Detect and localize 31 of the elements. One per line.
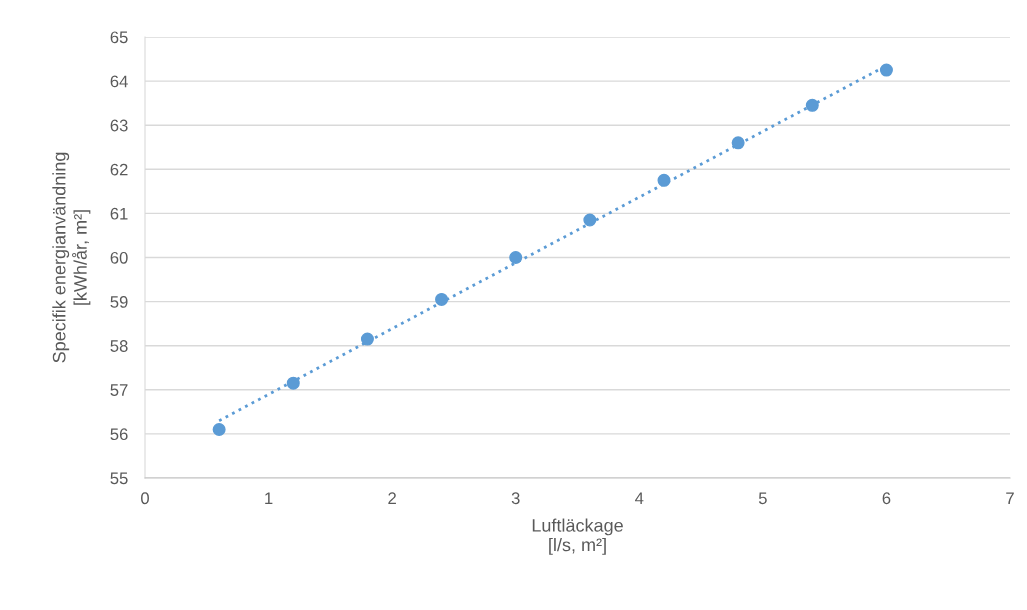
x-tick-label: 1: [265, 492, 273, 504]
y-tick-label: 60: [110, 251, 128, 264]
y-tick-label: 65: [110, 31, 128, 44]
y-tick-label: 55: [110, 472, 128, 485]
point: [509, 250, 523, 265]
x-tick-label: 2: [388, 492, 396, 504]
point: [583, 213, 597, 227]
y-tick-label: 56: [110, 428, 128, 441]
y-tick-label: 62: [110, 163, 128, 176]
point: [435, 292, 449, 306]
x-tick-label: 7: [1006, 492, 1014, 504]
y-axis-title: Specifik energianvändning [kWh/år, m²]: [52, 152, 91, 363]
point: [879, 63, 893, 77]
y-tick-label: 64: [110, 75, 128, 88]
point: [657, 173, 671, 187]
point: [286, 376, 300, 390]
point: [360, 332, 374, 346]
y-tick-label: 59: [110, 296, 128, 308]
point: [731, 136, 745, 150]
x-tick-label: 4: [635, 492, 644, 504]
point: [212, 422, 226, 436]
x-tick-label: 0: [141, 492, 149, 505]
y-tick-label: 58: [110, 340, 128, 352]
x-tick-label: 6: [882, 492, 891, 505]
x-axis-title: Luftläckage [l/s, m²]: [532, 518, 623, 555]
point: [805, 98, 819, 112]
x-tick-label: 5: [758, 492, 767, 505]
y-tick-label: 63: [110, 119, 128, 132]
x-tick-label: 3: [511, 492, 520, 505]
y-tick-label: 57: [110, 384, 128, 396]
y-tick-label: 61: [110, 207, 128, 220]
